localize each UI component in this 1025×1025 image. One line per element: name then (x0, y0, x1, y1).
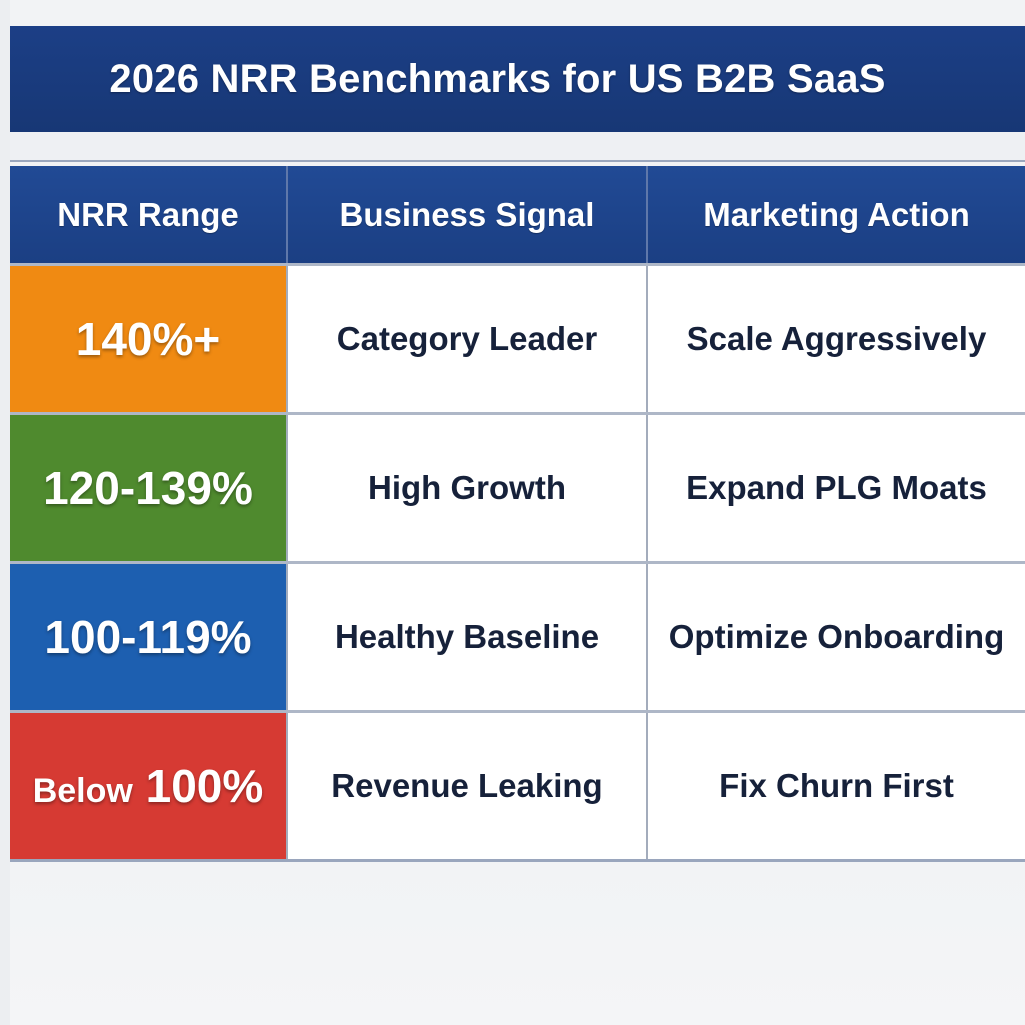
range-cell: 120-139% (10, 412, 287, 563)
signal-cell: Healthy Baseline (286, 561, 647, 712)
table-row: Below 100% Revenue Leaking Fix Churn Fir… (10, 710, 1025, 862)
range-value: 140%+ (75, 313, 221, 365)
signal-cell: High Growth (286, 412, 647, 563)
benchmark-table: NRR Range Business Signal Marketing Acti… (10, 166, 1025, 862)
header-spacer-band (10, 132, 1025, 162)
table-header-row: NRR Range Business Signal Marketing Acti… (10, 166, 1025, 265)
range-value: 100-119% (44, 611, 252, 663)
range-cell: Below 100% (10, 710, 287, 862)
table-row: 100-119% Healthy Baseline Optimize Onboa… (10, 561, 1025, 712)
page-title: 2026 NRR Benchmarks for US B2B SaaS (109, 56, 886, 101)
header-business-signal: Business Signal (286, 166, 647, 265)
header-nrr-range: NRR Range (10, 166, 287, 265)
range-value: 120-139% (43, 462, 253, 514)
title-banner: 2026 NRR Benchmarks for US B2B SaaS (10, 26, 1025, 132)
table-row: 120-139% High Growth Expand PLG Moats (10, 412, 1025, 563)
range-value: 100% (145, 760, 264, 812)
range-prefix: Below (32, 772, 133, 810)
range-cell: 140%+ (10, 263, 287, 414)
action-cell: Fix Churn First (646, 710, 1025, 862)
table-row: 140%+ Category Leader Scale Aggressively (10, 263, 1025, 414)
action-cell: Optimize Onboarding (646, 561, 1025, 712)
action-cell: Scale Aggressively (646, 263, 1025, 414)
signal-cell: Category Leader (286, 263, 647, 414)
header-marketing-action: Marketing Action (646, 166, 1025, 265)
range-cell: 100-119% (10, 561, 287, 712)
signal-cell: Revenue Leaking (286, 710, 647, 862)
action-cell: Expand PLG Moats (646, 412, 1025, 563)
